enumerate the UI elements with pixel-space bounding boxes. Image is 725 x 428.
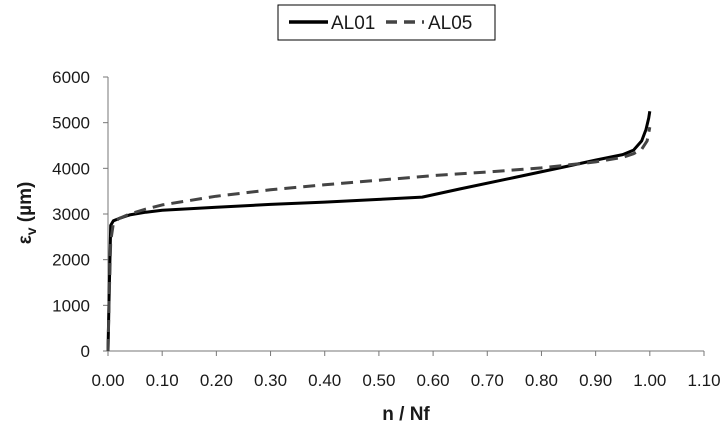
y-tick-label: 2000 [52,251,90,270]
x-ticks: 0.00 0.10 0.20 0.30 0.40 0.50 0.60 0.70 0.80 0.90… [91,351,721,390]
y-ticks: 0 1000 2000 3000 4000 5000 6000 [52,68,108,361]
y-tick-label: 3000 [52,205,90,224]
series-line-al05 [106,126,652,352]
axes [107,77,704,352]
x-tick-label: 0.60 [417,371,450,390]
x-tick-label: 0.30 [254,371,287,390]
x-tick-label: 0.40 [308,371,341,390]
legend: AL01 AL05 [277,4,496,41]
series-layer [106,111,652,352]
y-tick-label: 4000 [52,159,90,178]
legend-label-al01: AL01 [331,13,375,34]
y-tick-label: 5000 [52,114,90,133]
y-axis-title-unit: (µm) [15,182,36,228]
x-tick-label: 0.80 [525,371,558,390]
y-axis-title-subscript: v [23,227,39,235]
x-tick-label: 0.20 [200,371,233,390]
x-tick-label: 0.70 [471,371,504,390]
series-line-al01 [106,111,652,352]
y-tick-label: 0 [81,342,90,361]
x-tick-label: 0.50 [362,371,395,390]
x-tick-label: 0.10 [146,371,179,390]
x-axis-title: n / Nf [382,404,430,425]
x-tick-label: 1.00 [633,371,666,390]
legend-label-al05: AL05 [428,13,472,34]
y-axis-title: εv (µm) [15,182,39,245]
x-tick-label: 1.10 [687,371,720,390]
y-axis-title-symbol: ε [15,235,36,244]
y-tick-label: 6000 [52,68,90,87]
y-tick-label: 1000 [52,296,90,315]
x-tick-label: 0.00 [91,371,124,390]
x-tick-label: 0.90 [579,371,612,390]
